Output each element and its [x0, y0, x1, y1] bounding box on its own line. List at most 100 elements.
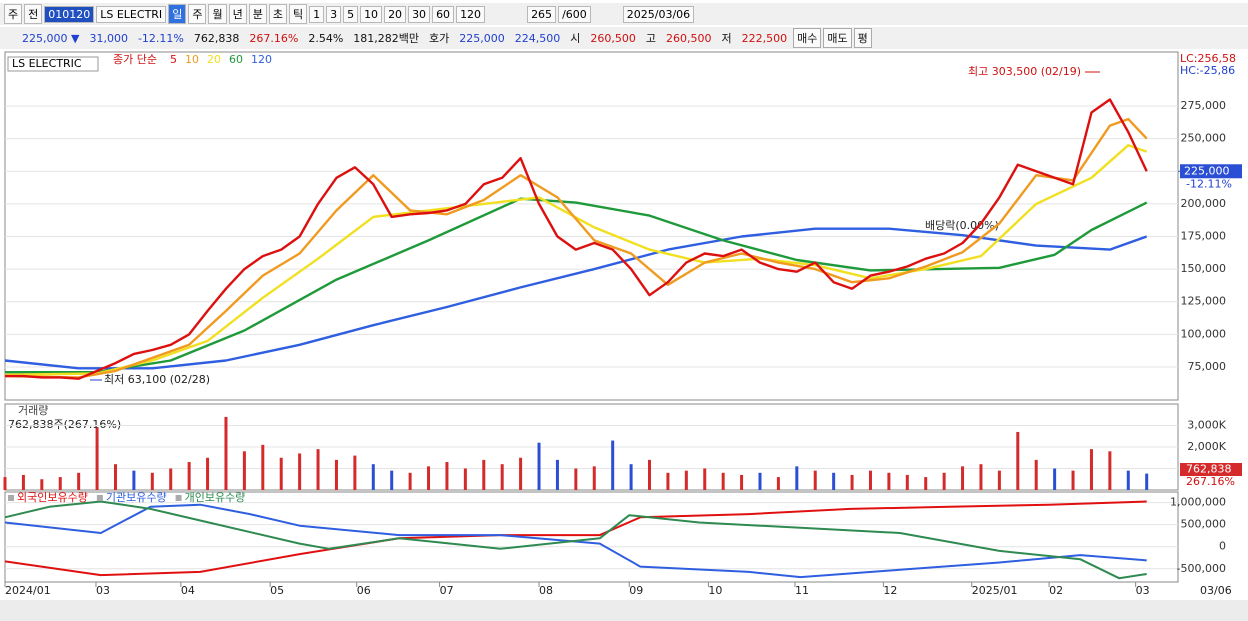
x-tick-label: 2025/01 [972, 584, 1018, 597]
toolbar-item[interactable]: 10 [360, 5, 383, 23]
volume-bar [611, 440, 615, 490]
series-line [5, 98, 1148, 380]
legend-entry: 60 [229, 53, 243, 66]
toolbar-item[interactable]: 주 [188, 4, 207, 24]
last-price: 225,000 [1184, 164, 1230, 177]
toolbar-item[interactable]: 월 [208, 4, 227, 24]
x-tick-label: 02 [1049, 584, 1063, 597]
y-tick-label: 100,000 [1181, 327, 1227, 340]
volume-bar [555, 459, 559, 490]
legend-entry: 20 [207, 53, 221, 66]
volume-bar [740, 474, 744, 490]
quote-item[interactable]: 평 [853, 28, 872, 48]
volume-bar [224, 416, 228, 490]
volume-bar [868, 470, 872, 490]
toolbar-item[interactable]: 5 [343, 5, 359, 23]
volume-current-box [1180, 463, 1242, 476]
symbol-box [7, 56, 99, 72]
holdings-panel [4, 491, 1179, 583]
toolbar-item[interactable]: 일 [168, 4, 187, 24]
hc: HC:-25,86 [1180, 64, 1235, 77]
toolbar-item[interactable]: 30 [408, 5, 431, 23]
toolbar-item[interactable]: 120 [456, 5, 486, 23]
toolbar-item[interactable]: 60 [432, 5, 455, 23]
y-tick-label: 0 [1219, 540, 1226, 553]
quote-item[interactable]: 매도 [823, 28, 852, 48]
legend-entry: 기관보유수량 [106, 491, 167, 504]
volume-bar [1071, 470, 1075, 490]
legend-swatch [8, 495, 14, 501]
toolbar-item[interactable]: 1 [309, 5, 325, 23]
quote-item[interactable]: 매수 [793, 28, 822, 48]
volume-bar [316, 449, 320, 490]
x-tick-label: 03 [1136, 584, 1150, 597]
toolbar-item[interactable]: 010120 [44, 5, 95, 23]
quote-item: 225,000 ▼ [22, 31, 80, 45]
toolbar-item[interactable]: 초 [268, 4, 287, 24]
toolbar: 주 전 010120 LS ELECTRI 일 주 월 년 분 초 틱 1 3 5 10 20 30 60 120 2… [0, 3, 1248, 25]
toolbar-item[interactable]: 주 [4, 4, 23, 24]
quote-item: -12.11% [137, 31, 184, 45]
volume-bar [298, 453, 302, 490]
x-tick-label: 05 [270, 584, 284, 597]
legend-entry: 120 [251, 53, 272, 66]
volume-bar [353, 455, 357, 490]
volume-bar [1016, 431, 1020, 490]
y-tick-label: 250,000 [1181, 132, 1227, 145]
series-line [4, 227, 1148, 370]
volume-bar [703, 468, 707, 490]
volume-bar [58, 477, 62, 490]
volume-bar [997, 470, 1001, 490]
volume-bar [1034, 459, 1038, 490]
symbol: LS ELECTRIC [12, 57, 82, 70]
toolbar-item[interactable]: 전 [24, 4, 43, 24]
volume-bar [77, 472, 81, 490]
quote-item: 2.54% [308, 31, 344, 45]
y-tick-label: 150,000 [1181, 262, 1227, 275]
series-line [4, 117, 1148, 379]
series-line [4, 500, 1147, 580]
volume-bar [169, 468, 173, 490]
volume-bar [924, 477, 928, 490]
volume-bar [371, 464, 375, 490]
legend-entry: 개인보유수량 [185, 491, 246, 504]
toolbar-item[interactable]: 20 [384, 5, 407, 23]
toolbar-item[interactable]: 틱 [288, 4, 308, 24]
volume-bar [795, 466, 799, 490]
volume-bar [537, 442, 541, 490]
toolbar-item[interactable]: LS ELECTRI [96, 5, 167, 23]
quote-item: 260,500 [590, 31, 636, 45]
volume-bar [721, 472, 725, 490]
volume-bar [592, 466, 596, 490]
volume-bar [482, 459, 486, 490]
volume-bar [113, 464, 117, 490]
toolbar-item[interactable]: 265 [527, 5, 557, 23]
annotation-high: 최고 303,500 (02/19) [968, 65, 1081, 78]
scrollbar[interactable] [0, 600, 1248, 621]
volume-bar [427, 466, 431, 490]
toolbar-item[interactable]: 3 [326, 5, 342, 23]
volume-bar [3, 477, 7, 490]
quote-item: 260,500 [666, 31, 712, 45]
legend-entry: 외국인보유수량 [17, 491, 88, 504]
volume-bar [463, 468, 467, 490]
volume-bar [776, 477, 780, 490]
x-tick-label: 04 [181, 584, 195, 597]
toolbar-item[interactable]: 분 [248, 4, 267, 24]
toolbar-item[interactable]: 년 [228, 4, 247, 24]
x-tick-label: 08 [539, 584, 553, 597]
volume-bar [887, 472, 891, 490]
volume-bar [206, 457, 210, 490]
toolbar-item[interactable]: 2025/03/06 [622, 5, 695, 23]
volume-bar [390, 470, 394, 490]
y-tick-label: -500,000 [1177, 562, 1226, 575]
volume-bar [905, 474, 909, 490]
y-tick-label: 1,000,000 [1170, 496, 1226, 509]
volume-bar [408, 472, 412, 490]
volume-bar [40, 479, 44, 490]
quote-bar: 225,000 ▼ 31,000 -12.11% 762,838 267.16% 2.54… [0, 27, 1248, 49]
volume-title: 거래량 [18, 404, 48, 417]
volume-bar [648, 459, 652, 490]
toolbar-item[interactable]: /600 [558, 5, 591, 23]
